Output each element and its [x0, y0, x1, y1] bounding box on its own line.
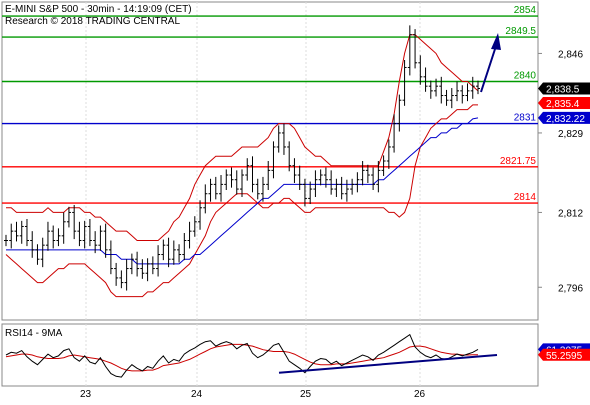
trend-arrow-shaft: [480, 45, 497, 93]
value-marker-label: 2,832.22: [546, 114, 585, 125]
level-label: 2831: [514, 113, 537, 124]
value-marker-box: [538, 82, 590, 95]
y-tick-label: 2,846: [558, 49, 583, 60]
level-label: 2821.75: [500, 156, 537, 167]
trend-arrow-head: [491, 33, 501, 50]
y-tick-label: 2,796: [558, 283, 583, 294]
rsi-ma-line: [5, 343, 478, 372]
x-tick-label: 26: [414, 389, 426, 400]
value-marker-label: 2,835.4: [546, 99, 580, 110]
value-marker-box: [538, 97, 590, 110]
moving-average: [6, 117, 479, 265]
level-lines: 2854 2849.5 2840 2831 2821.75 2814: [2, 5, 538, 204]
trend-arrow: [480, 33, 501, 93]
y-tick-label: 2,829: [558, 129, 583, 140]
level-label: 2854: [514, 5, 537, 16]
price-panel: [1, 1, 539, 321]
rsi-trendline: [278, 354, 498, 374]
x-axis-labels: 23 24 25 26: [80, 389, 426, 400]
rsi-lines: [5, 333, 498, 378]
rsi-title: RSI14 - 9MA: [5, 328, 63, 339]
value-marker-label: 55.2595: [546, 351, 583, 362]
level-label: 2814: [514, 192, 537, 203]
y-axis-labels: 2,846 2,829 2,812 2,796: [538, 49, 583, 294]
x-tick-label: 24: [191, 389, 203, 400]
value-marker-box: [538, 348, 590, 361]
price-bars: [4, 25, 480, 291]
rsi-line: [5, 333, 479, 378]
instrument-title: E-MINI S&P 500 - 30min - 14:19:09 (CET): [5, 4, 192, 15]
value-marker-label: 2,838.5: [546, 85, 580, 96]
research-credit: Research © 2018 TRADING CENTRAL: [5, 16, 180, 27]
grid: [85, 2, 421, 386]
bollinger-upper-line: [6, 34, 479, 241]
moving-average-line: [6, 117, 479, 265]
level-label: 2849.5: [505, 26, 536, 37]
value-markers: 2,838.52,835.42,832.2261.307555.2595: [538, 82, 590, 362]
value-marker-box: [538, 111, 590, 124]
level-label: 2840: [514, 71, 537, 82]
rsi-panel: [1, 323, 539, 387]
x-tick-label: 25: [300, 389, 312, 400]
x-tick-label: 23: [80, 389, 92, 400]
y-tick-label: 2,812: [558, 208, 583, 219]
